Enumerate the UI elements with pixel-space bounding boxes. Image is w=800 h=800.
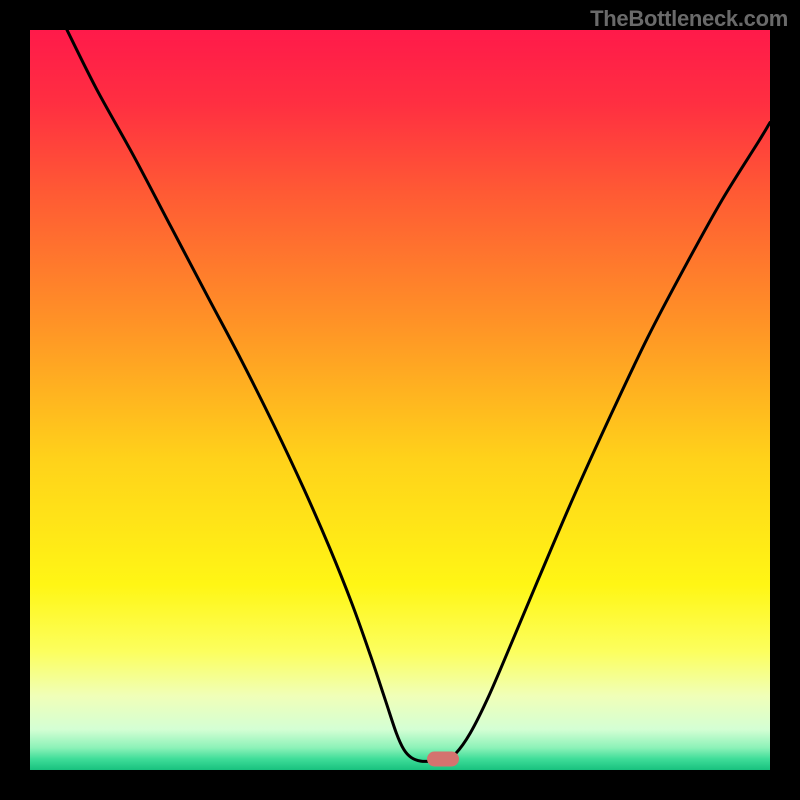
plot-area [30,30,770,770]
optimum-marker [427,751,459,766]
attribution-text: TheBottleneck.com [590,6,788,32]
bottleneck-curve [30,30,770,770]
chart-container: TheBottleneck.com [0,0,800,800]
